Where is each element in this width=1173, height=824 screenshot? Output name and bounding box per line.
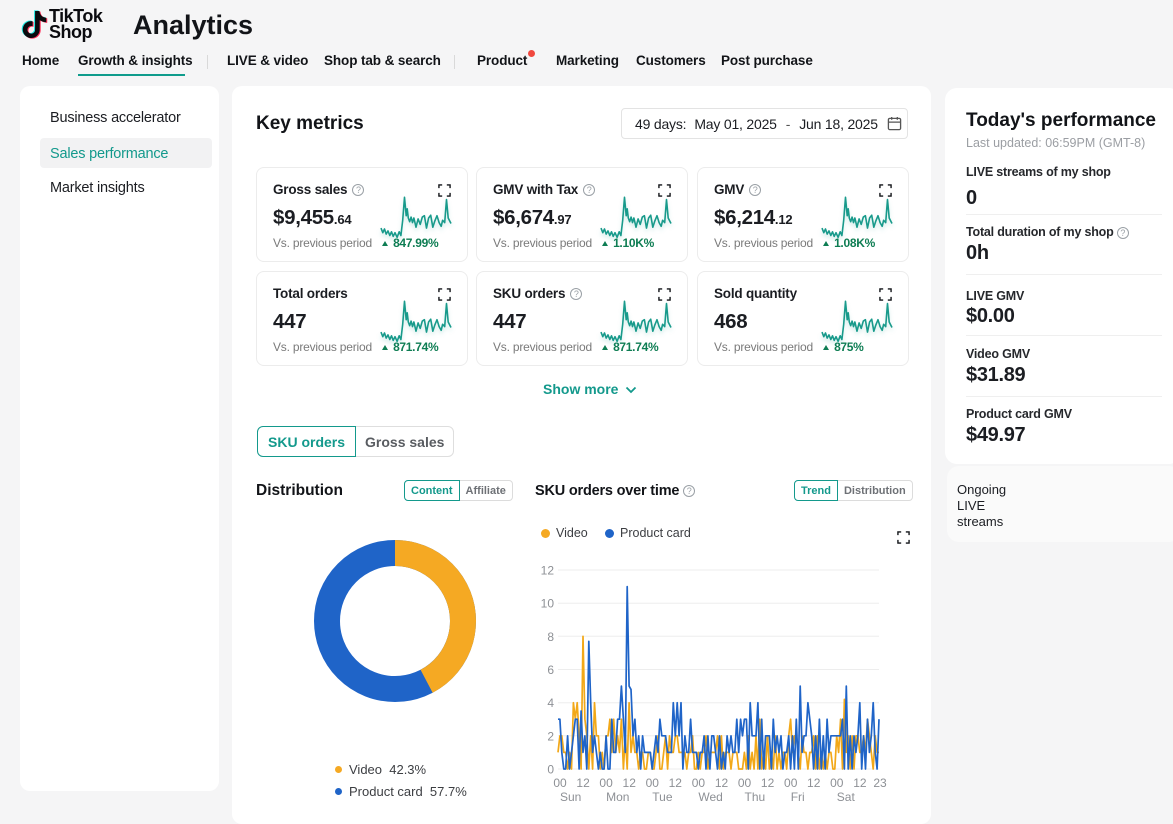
svg-text:00: 00 [692,776,706,790]
svg-text:4: 4 [547,696,554,710]
svg-text:12: 12 [669,776,683,790]
svg-text:Thu: Thu [745,790,766,804]
svg-text:12: 12 [541,564,555,578]
svg-text:Sat: Sat [837,790,856,804]
svg-text:10: 10 [541,597,555,611]
svg-text:00: 00 [553,776,567,790]
svg-text:Tue: Tue [652,790,673,804]
svg-text:Sun: Sun [560,790,581,804]
svg-text:Wed: Wed [698,790,722,804]
svg-text:00: 00 [646,776,660,790]
svg-text:23: 23 [873,776,887,790]
svg-text:2: 2 [547,729,554,743]
svg-text:12: 12 [623,776,637,790]
svg-text:Mon: Mon [606,790,629,804]
svg-text:00: 00 [738,776,752,790]
svg-text:0: 0 [547,763,554,777]
svg-text:Fri: Fri [791,790,805,804]
svg-text:6: 6 [547,663,554,677]
svg-text:12: 12 [576,776,590,790]
svg-text:00: 00 [830,776,844,790]
svg-text:12: 12 [853,776,867,790]
svg-text:00: 00 [784,776,798,790]
svg-text:12: 12 [807,776,821,790]
svg-text:12: 12 [761,776,775,790]
svg-text:12: 12 [715,776,729,790]
svg-text:8: 8 [547,630,554,644]
svg-text:00: 00 [599,776,613,790]
